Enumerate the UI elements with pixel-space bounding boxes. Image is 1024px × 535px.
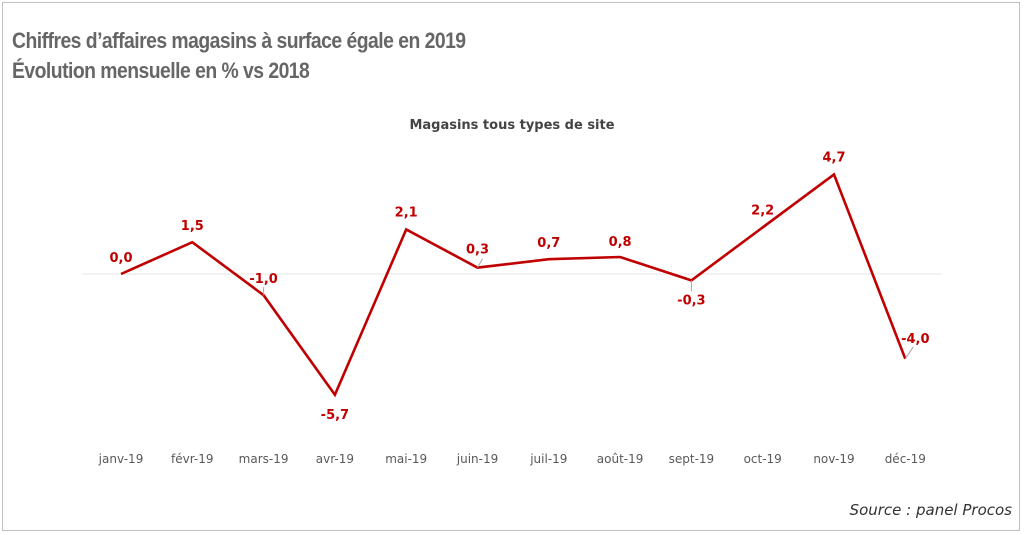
data-label: 0,3 — [466, 243, 489, 258]
page-title: Chiffres d’affaires magasins à surface é… — [12, 28, 466, 53]
data-label: 2,1 — [395, 205, 418, 220]
x-tick-label: déc-19 — [885, 452, 926, 466]
page-subtitle: Évolution mensuelle en % vs 2018 — [12, 58, 310, 83]
leader-line — [904, 346, 914, 360]
x-tick-label: nov-19 — [813, 452, 854, 466]
x-tick-label: févr-19 — [171, 452, 213, 466]
data-label: 2,2 — [751, 203, 774, 218]
series-line — [120, 172, 907, 398]
chart-title: Magasins tous types de site — [409, 118, 615, 133]
leader-line — [477, 258, 483, 268]
data-label: 0,8 — [609, 235, 632, 250]
x-tick-label: janv-19 — [98, 452, 144, 466]
x-tick-label: oct-19 — [744, 452, 782, 466]
data-label: -4,0 — [901, 332, 929, 347]
data-label: -1,0 — [249, 272, 277, 287]
x-tick-label: juil-19 — [529, 452, 567, 466]
data-label: -5,7 — [321, 408, 349, 423]
data-label: 0,7 — [537, 236, 560, 251]
x-tick-label: avr-19 — [316, 452, 354, 466]
data-label: 1,5 — [181, 219, 204, 234]
x-tick-label: sept-19 — [669, 452, 715, 466]
x-tick-label: mai-19 — [385, 452, 427, 466]
x-tick-label: août-19 — [597, 452, 644, 466]
x-tick-label: juin-19 — [456, 452, 498, 466]
data-label: 4,7 — [822, 150, 845, 165]
data-label: -0,3 — [677, 293, 705, 308]
data-label: 0,0 — [109, 251, 132, 266]
x-tick-label: mars-19 — [239, 452, 289, 466]
source-note: Source : panel Procos — [849, 501, 1012, 519]
